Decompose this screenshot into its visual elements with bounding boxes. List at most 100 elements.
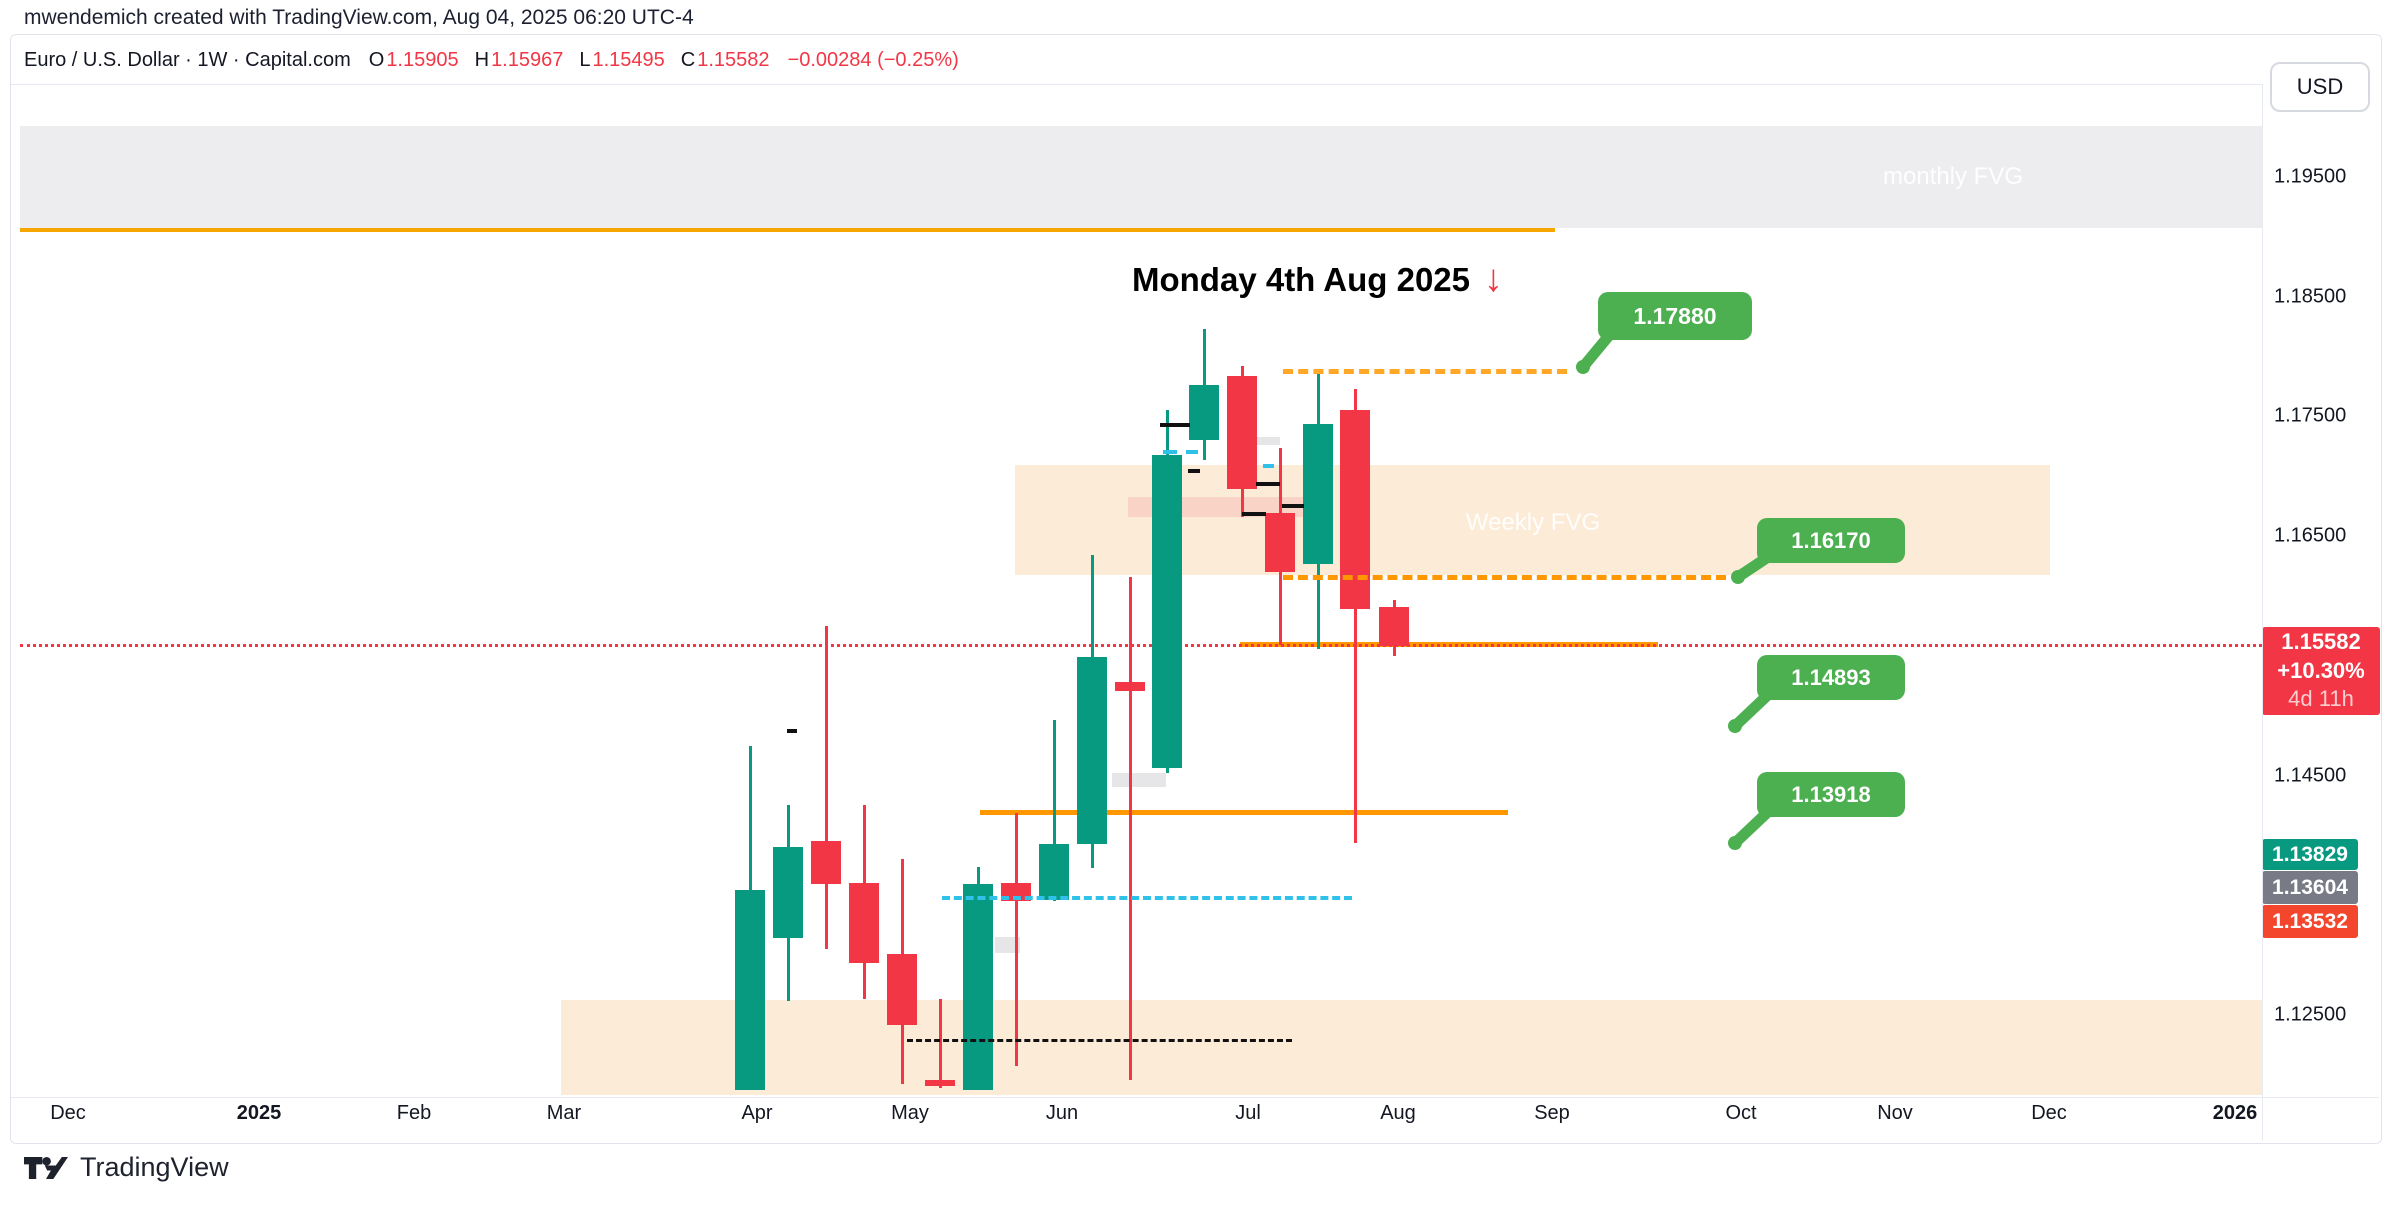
orange-ray-lower[interactable] xyxy=(980,809,1508,815)
candlestick xyxy=(1265,513,1295,573)
candlestick xyxy=(1303,423,1333,564)
red-down-arrow-icon: ↓ xyxy=(1484,258,1504,300)
open-value: 1.15905 xyxy=(386,48,459,71)
gray-box[interactable] xyxy=(1112,773,1166,787)
low-value: 1.15495 xyxy=(592,48,665,71)
candlestick xyxy=(849,883,879,964)
black-tick[interactable] xyxy=(1282,504,1304,508)
price-callout[interactable]: 1.14893 xyxy=(1757,655,1905,700)
bottom-fvg-zone[interactable] xyxy=(561,1000,2262,1095)
current-price-dotted-line[interactable] xyxy=(20,643,2262,647)
price-tick-label: 1.16500 xyxy=(2274,524,2347,547)
time-axis-label: Oct xyxy=(1725,1102,1757,1124)
price-tick-label: 1.18500 xyxy=(2274,285,2347,308)
black-tick[interactable] xyxy=(1256,482,1280,486)
dashed-cyan-line[interactable] xyxy=(942,896,1352,900)
time-axis-label: Apr xyxy=(741,1102,773,1124)
black-tick[interactable] xyxy=(1160,423,1190,427)
callout-anchor-dot xyxy=(1731,570,1745,584)
tradingview-logo-text: TradingView xyxy=(80,1152,229,1182)
candle-wick xyxy=(1052,720,1056,902)
candlestick xyxy=(1379,607,1409,646)
candle-wick xyxy=(824,625,828,950)
gray-box[interactable] xyxy=(1257,437,1280,445)
current-price-value: 1.15582 xyxy=(2281,629,2361,655)
low-label: L xyxy=(579,48,591,71)
time-axis-label: Dec xyxy=(50,1102,86,1124)
time-scale-separator xyxy=(11,1097,2379,1098)
tradingview-logo[interactable]: TradingView xyxy=(24,1152,229,1183)
open-label: O xyxy=(368,48,385,71)
high-label: H xyxy=(474,48,490,71)
high-value: 1.15967 xyxy=(491,48,564,71)
time-axis-label: 2026 xyxy=(2212,1102,2258,1124)
close-value: 1.15582 xyxy=(697,48,770,71)
tradingview-logo-icon xyxy=(24,1156,68,1179)
attribution-text: mwendemich created with TradingView.com,… xyxy=(24,6,694,29)
current-price-badge: 1.15582 +10.30% 4d 11h xyxy=(2262,627,2380,715)
cyan-tick[interactable] xyxy=(1186,450,1198,454)
candle-wick xyxy=(938,999,942,1088)
price-tick-label: 1.17500 xyxy=(2274,404,2347,427)
close-label: C xyxy=(680,48,696,71)
candlestick xyxy=(735,890,765,1091)
candlestick xyxy=(1115,682,1145,691)
time-axis-label: Jul xyxy=(1235,1102,1261,1124)
black-tick[interactable] xyxy=(1188,469,1200,473)
time-axis-label: Feb xyxy=(396,1102,432,1124)
change-percent: +10.30% xyxy=(2277,657,2365,683)
bar-countdown: 4d 11h xyxy=(2288,686,2354,712)
yellow-horizontal-line[interactable] xyxy=(20,228,1555,232)
candlestick xyxy=(773,847,803,939)
time-axis-label: Mar xyxy=(546,1102,582,1124)
candlestick xyxy=(1227,375,1257,490)
price-tick-label: 1.19500 xyxy=(2274,165,2347,188)
price-tick-label: 1.14500 xyxy=(2274,764,2347,787)
weekly-fvg-zone-label: Weekly FVG xyxy=(1465,509,1601,536)
date-annotation[interactable]: Monday 4th Aug 2025 ↓ xyxy=(1132,258,1503,301)
time-axis-label: Dec xyxy=(2031,1102,2067,1124)
candlestick xyxy=(1152,454,1182,769)
candle-wick xyxy=(1128,576,1132,1080)
time-axis-label: Nov xyxy=(1877,1102,1913,1124)
candlestick xyxy=(811,841,841,885)
price-callout[interactable]: 1.13918 xyxy=(1757,772,1905,817)
price-callout[interactable]: 1.16170 xyxy=(1757,518,1905,563)
time-axis-label: Sep xyxy=(1534,1102,1570,1124)
candle-wick xyxy=(1353,388,1357,843)
level-price-badge: 1.13604 xyxy=(2262,871,2358,904)
level-dashed-line[interactable] xyxy=(1283,369,1567,374)
candlestick xyxy=(963,884,993,1091)
gray-box[interactable] xyxy=(995,937,1020,953)
level-dashed-line[interactable] xyxy=(1283,575,1726,580)
cyan-tick[interactable] xyxy=(1163,450,1177,454)
cyan-tick[interactable] xyxy=(1263,464,1274,468)
callout-anchor-dot xyxy=(1576,360,1590,374)
candlestick xyxy=(1189,385,1219,441)
time-axis-label: Jun xyxy=(1045,1102,1079,1124)
annotation-text: Monday 4th Aug 2025 xyxy=(1132,260,1471,298)
change-value: −0.00284 (−0.25%) xyxy=(787,48,959,71)
time-axis-label: 2025 xyxy=(236,1102,282,1124)
dashed-black-line[interactable] xyxy=(907,1038,1292,1042)
monthly-fvg-zone[interactable] xyxy=(20,126,2262,228)
level-price-badge: 1.13532 xyxy=(2262,905,2358,938)
header-divider xyxy=(11,84,2262,85)
black-tick[interactable] xyxy=(1242,512,1266,516)
time-axis-label: May xyxy=(891,1102,929,1124)
level-price-badge: 1.13829 xyxy=(2262,839,2358,870)
black-tick[interactable] xyxy=(787,729,797,733)
time-axis-label: Aug xyxy=(1380,1102,1416,1124)
ohlc-values: O 1.15905 H 1.15967 L 1.15495 C 1.15582 xyxy=(369,49,770,72)
currency-toggle-button[interactable]: USD xyxy=(2270,62,2370,112)
symbol-title: Euro / U.S. Dollar · 1W · Capital.com xyxy=(24,48,351,71)
candlestick xyxy=(1039,843,1069,901)
candlestick xyxy=(1077,657,1107,844)
price-callout[interactable]: 1.17880 xyxy=(1598,292,1752,340)
